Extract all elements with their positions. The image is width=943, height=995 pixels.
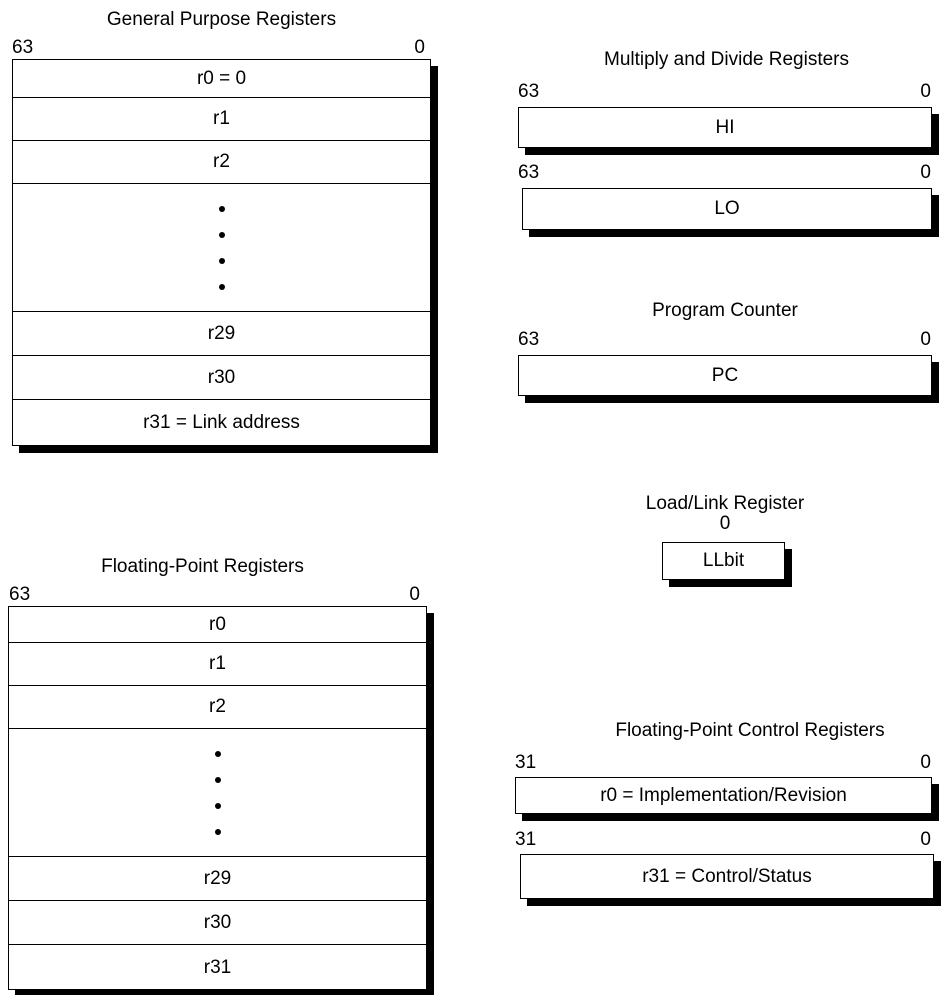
fpr-register-file: r0 r1 r2 r29 r30 r31: [8, 606, 427, 990]
fcr0-lsb-label: 0: [920, 752, 931, 773]
hi-msb-label: 63: [518, 81, 540, 102]
hi-register: HI: [518, 107, 932, 148]
fcr0-register: r0 = Implementation/Revision: [515, 777, 932, 814]
fpr-ellipsis: [9, 728, 426, 856]
fcr0-msb-label: 31: [515, 752, 537, 773]
gpr-row-r29: r29: [13, 311, 430, 355]
fpr-msb-label: 63: [9, 584, 31, 605]
gpr-row-r31: r31 = Link address: [13, 399, 430, 445]
muldiv-title: Multiply and Divide Registers: [604, 49, 849, 70]
fcr31-register: r31 = Control/Status: [520, 854, 934, 899]
fpr-row-r31: r31: [9, 944, 426, 990]
llbit-register: LLbit: [662, 542, 785, 580]
pc-label: PC: [711, 364, 739, 386]
gpr-row-r0: r0 = 0: [196, 67, 247, 89]
llbit-bit-label: 0: [719, 513, 731, 534]
ellipsis-dot: [214, 776, 221, 783]
fcr0-label: r0 = Implementation/Revision: [600, 784, 847, 806]
pc-msb-label: 63: [518, 329, 540, 350]
gpr-register-file: r0 = 0 r1 r2 r29 r30 r31 = Link address: [12, 59, 431, 446]
fcr31-label: r31 = Control/Status: [642, 865, 812, 887]
ellipsis-dot: [218, 231, 225, 238]
lo-register: LO: [522, 188, 932, 230]
gpr-title: General Purpose Registers: [106, 9, 337, 30]
ellipsis-dot: [214, 802, 221, 809]
ellipsis-dot: [218, 283, 225, 290]
gpr-row-r1: r1: [13, 97, 430, 140]
gpr-lsb-label: 0: [414, 37, 425, 58]
fpr-row-r1: r1: [9, 642, 426, 685]
hi-lsb-label: 0: [920, 81, 931, 102]
fcr-title: Floating-Point Control Registers: [615, 720, 885, 741]
gpr-msb-label: 63: [12, 37, 34, 58]
fpr-row-r0: r0: [209, 613, 226, 635]
llbit-label: LLbit: [702, 550, 745, 571]
ellipsis-dot: [214, 828, 221, 835]
gpr-row-r30: r30: [13, 355, 430, 399]
fpr-row-r29: r29: [9, 856, 426, 900]
fpr-title: Floating-Point Registers: [101, 556, 304, 577]
lo-lsb-label: 0: [920, 162, 931, 183]
llbit-title: Load/Link Register: [645, 493, 805, 514]
hi-label: HI: [715, 116, 735, 138]
ellipsis-dot: [218, 257, 225, 264]
pc-title: Program Counter: [652, 300, 798, 321]
fpr-row-r2: r2: [9, 685, 426, 728]
ellipsis-dot: [218, 205, 225, 212]
fpr-row-r30: r30: [9, 900, 426, 944]
gpr-ellipsis: [13, 183, 430, 311]
pc-lsb-label: 0: [920, 329, 931, 350]
lo-msb-label: 63: [518, 162, 540, 183]
lo-label: LO: [714, 198, 740, 219]
fpr-lsb-label: 0: [409, 584, 420, 605]
pc-register: PC: [518, 355, 932, 396]
gpr-row-r2: r2: [13, 140, 430, 183]
ellipsis-dot: [214, 750, 221, 757]
fcr31-lsb-label: 0: [920, 829, 931, 850]
fcr31-msb-label: 31: [515, 829, 537, 850]
